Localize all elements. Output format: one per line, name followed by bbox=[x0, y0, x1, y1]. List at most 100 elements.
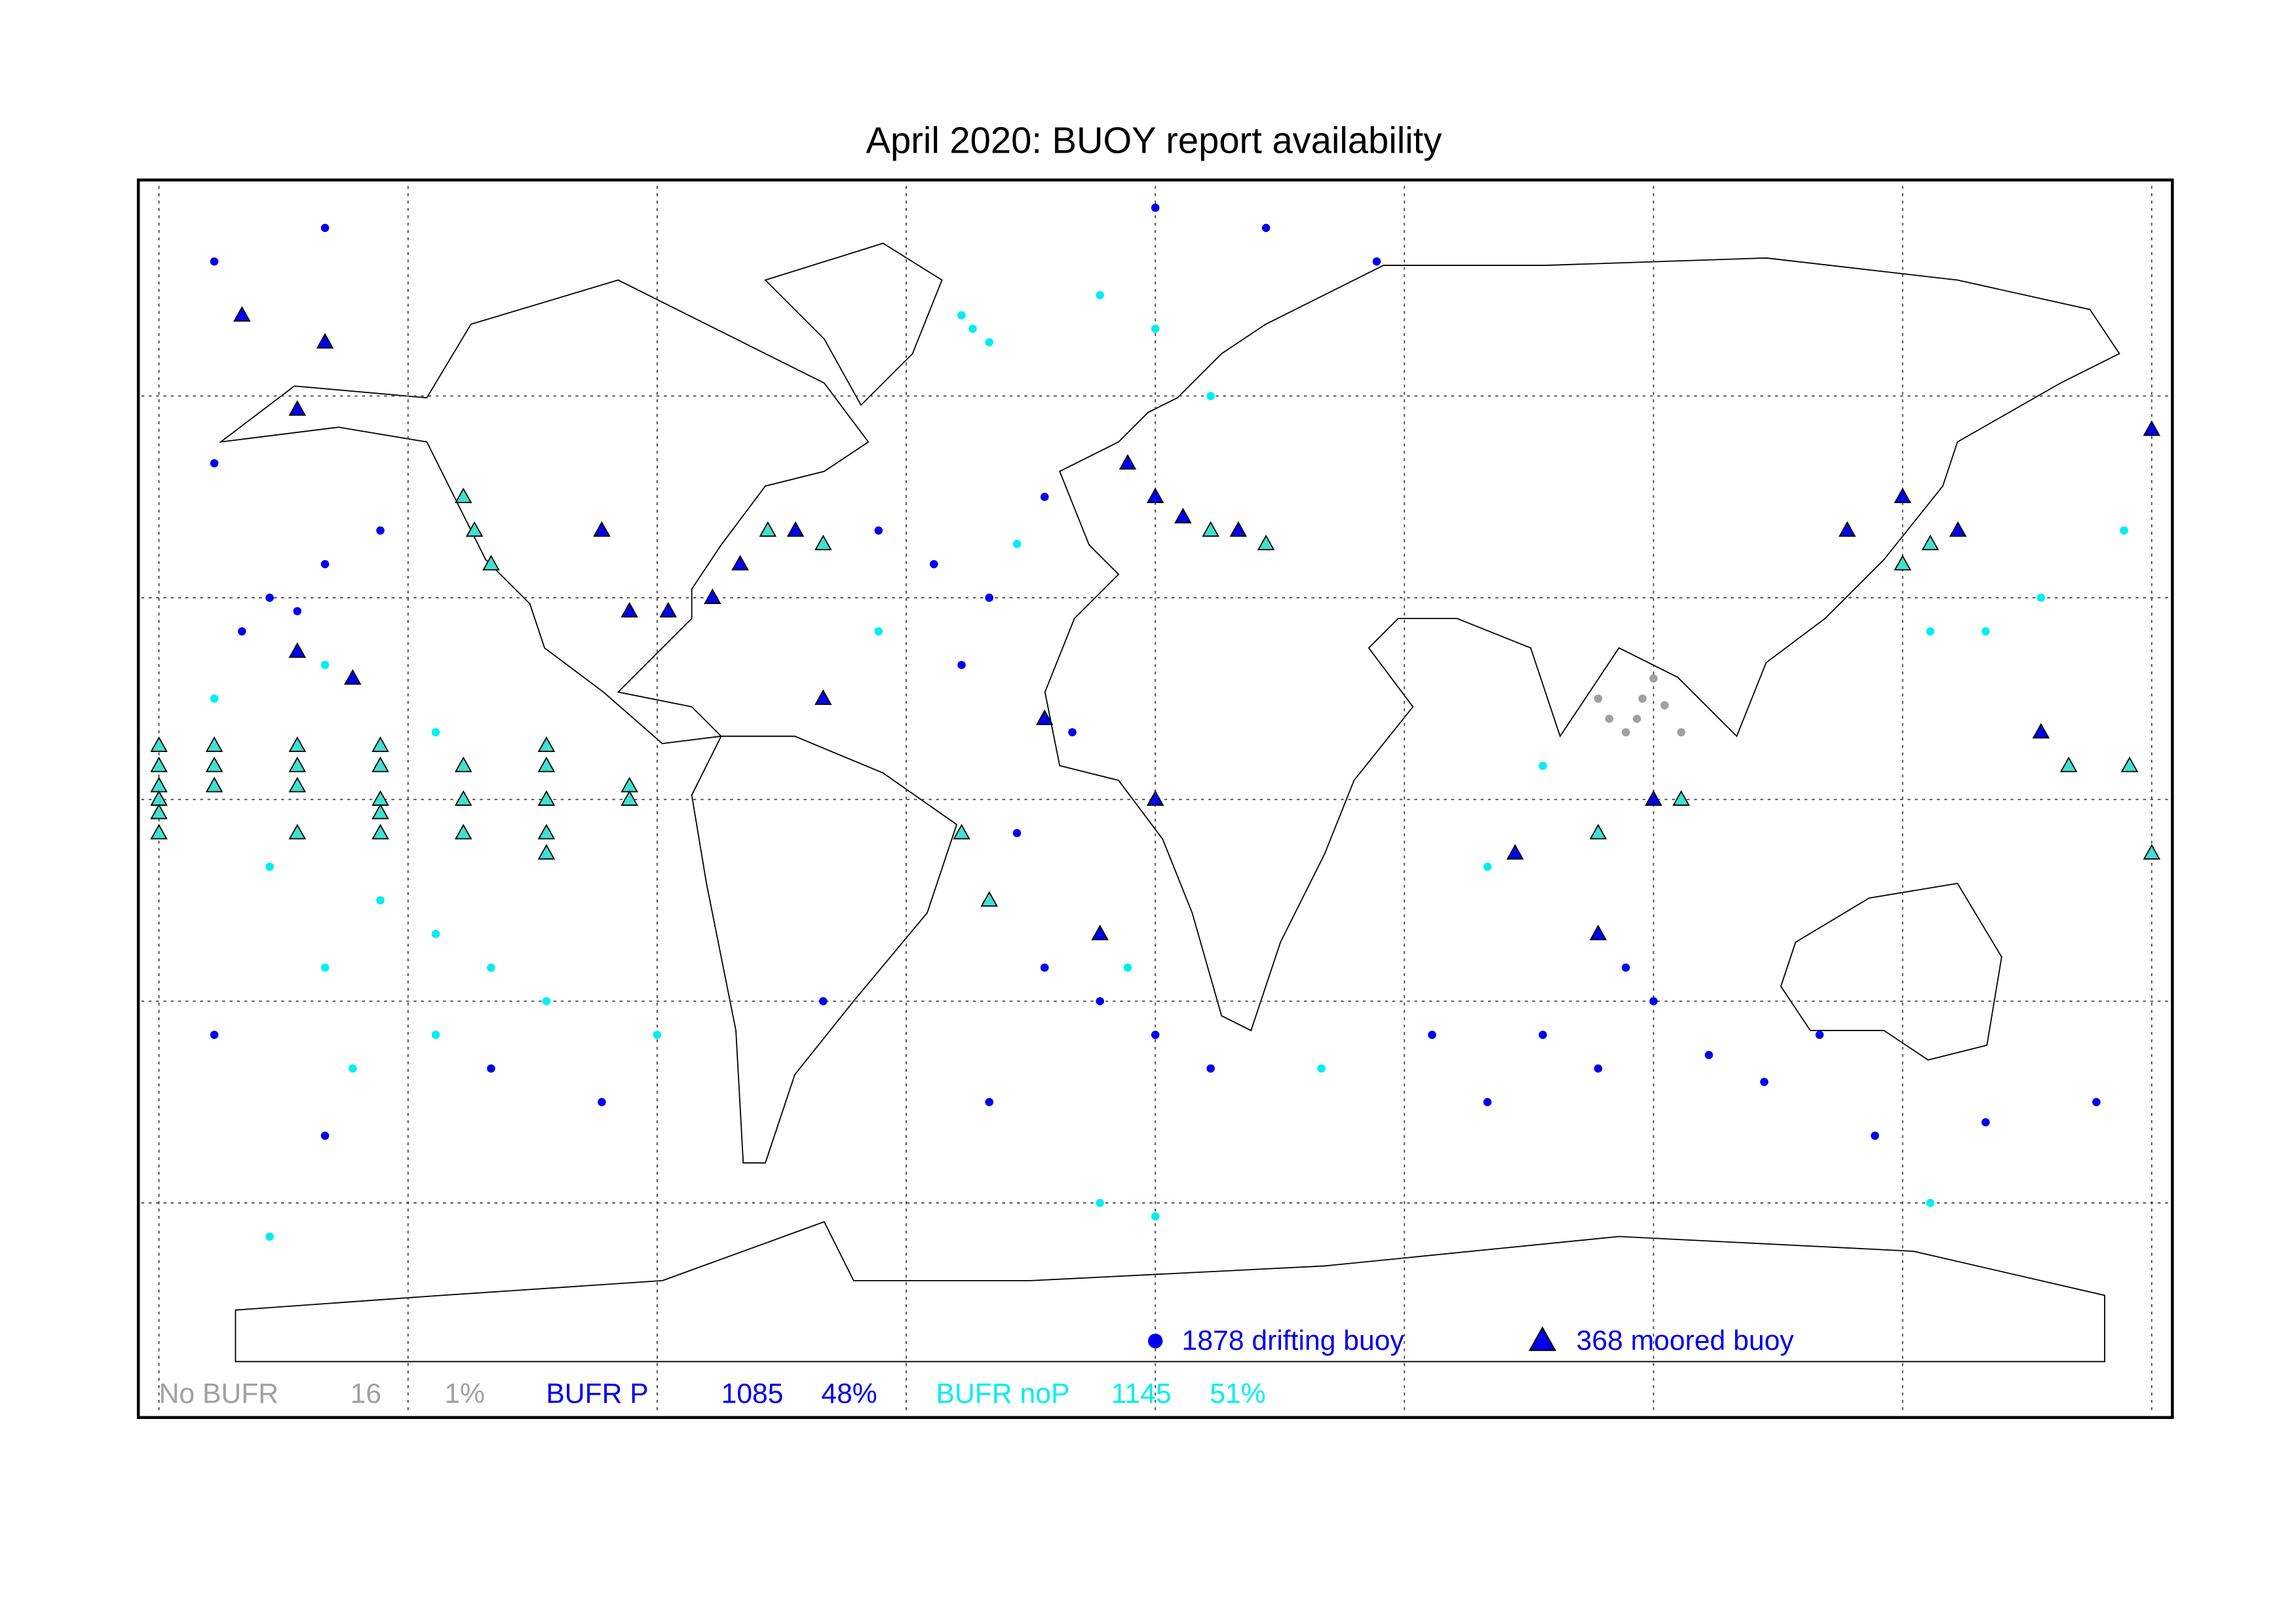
drifting-buoy bbox=[265, 1232, 274, 1241]
drifting-buoy bbox=[1040, 963, 1049, 972]
drifting-buoy bbox=[1539, 1030, 1547, 1039]
moored-buoy bbox=[1257, 535, 1275, 550]
drifting-buoy bbox=[265, 594, 274, 602]
moored-buoy bbox=[233, 306, 251, 322]
drifting-buoy bbox=[985, 1098, 994, 1106]
drifting-buoy bbox=[1704, 1051, 1713, 1059]
moored-buoy bbox=[1838, 521, 1856, 537]
moored-buoy bbox=[814, 689, 832, 705]
drifting-buoy bbox=[1206, 1064, 1215, 1073]
moored-buoy bbox=[759, 521, 777, 537]
drifting-buoy bbox=[320, 223, 330, 233]
moored-buoy bbox=[2120, 756, 2139, 772]
moored-buoy bbox=[537, 756, 556, 772]
drifting-buoy bbox=[1871, 1131, 1879, 1140]
drifting-buoy bbox=[1594, 1064, 1603, 1073]
moored-buoy bbox=[814, 535, 832, 550]
moored-buoy bbox=[1921, 535, 1940, 550]
drifting-buoy bbox=[431, 930, 440, 938]
drifting-buoy bbox=[1317, 1064, 1326, 1073]
moored-buoy bbox=[537, 823, 556, 840]
drifting-buoy bbox=[1372, 257, 1381, 266]
drifting-buoy bbox=[1151, 324, 1160, 333]
stat-label: BUFR noP bbox=[936, 1378, 1070, 1409]
drifting-buoy bbox=[320, 963, 330, 972]
moored-buoy bbox=[537, 736, 556, 752]
drifting-buoy bbox=[2120, 526, 2128, 535]
map-frame bbox=[136, 178, 2174, 1420]
moored-buoy bbox=[1146, 790, 1164, 806]
moored-buoy bbox=[288, 400, 307, 416]
legend-marker bbox=[1528, 1326, 1557, 1351]
drifting-buoy bbox=[929, 559, 938, 569]
moored-buoy bbox=[1949, 521, 1967, 537]
moored-buoy bbox=[454, 487, 472, 504]
drifting-buoy bbox=[293, 607, 302, 616]
moored-buoy bbox=[482, 554, 500, 571]
moored-buoy bbox=[465, 521, 484, 537]
drifting-buoy bbox=[1981, 1118, 1990, 1127]
drifting-buoy bbox=[1483, 1098, 1492, 1106]
drifting-buoy bbox=[1621, 728, 1630, 737]
drifting-buoy bbox=[598, 1098, 606, 1106]
moored-buoy bbox=[1202, 521, 1219, 537]
drifting-buoy bbox=[1981, 627, 1990, 636]
drifting-buoy bbox=[1638, 694, 1647, 703]
drifting-buoy bbox=[431, 1030, 440, 1039]
moored-buoy bbox=[205, 756, 223, 772]
moored-buoy bbox=[980, 891, 999, 907]
moored-buoy bbox=[205, 776, 223, 793]
drifting-buoy bbox=[265, 862, 274, 871]
drifting-buoy bbox=[1660, 701, 1669, 709]
stat-percent: 1% bbox=[444, 1378, 485, 1409]
moored-buoy bbox=[150, 823, 168, 840]
moored-buoy bbox=[1146, 487, 1164, 504]
drifting-buoy bbox=[376, 896, 385, 905]
moored-buoy bbox=[786, 521, 805, 537]
moored-buoy bbox=[1672, 790, 1690, 806]
map-title: April 2020: BUOY report availability bbox=[866, 119, 1442, 161]
drifting-buoy bbox=[238, 627, 246, 636]
moored-buoy bbox=[537, 790, 556, 806]
moored-buoy bbox=[1894, 487, 1911, 504]
stat-count: 1085 bbox=[721, 1378, 784, 1409]
drifting-buoy bbox=[1632, 714, 1641, 723]
stat-label: No BUFR bbox=[159, 1378, 279, 1409]
drifting-buoy bbox=[1815, 1030, 1824, 1039]
moored-buoy bbox=[372, 803, 389, 820]
drifting-buoy bbox=[210, 1030, 219, 1039]
drifting-buoy bbox=[487, 1064, 495, 1073]
drifting-buoy bbox=[210, 459, 219, 468]
drifting-buoy bbox=[1428, 1030, 1436, 1039]
moored-buoy bbox=[1035, 709, 1054, 725]
south-america bbox=[691, 735, 958, 1164]
moored-buoy bbox=[537, 844, 556, 860]
moored-buoy bbox=[1119, 453, 1137, 470]
drifting-buoy bbox=[1151, 203, 1160, 212]
drifting-buoy bbox=[1123, 963, 1132, 972]
drifting-buoy bbox=[957, 311, 966, 320]
drifting-buoy bbox=[1594, 694, 1603, 703]
drifting-buoy bbox=[1539, 761, 1547, 770]
moored-buoy bbox=[1229, 521, 1248, 537]
moored-buoy bbox=[2032, 723, 2050, 739]
drifting-buoy bbox=[1151, 1212, 1160, 1221]
moored-buoy bbox=[372, 736, 389, 752]
stat-percent: 51% bbox=[1210, 1378, 1265, 1409]
drifting-buoy bbox=[1151, 1030, 1160, 1039]
moored-buoy bbox=[150, 803, 168, 820]
moored-buoy bbox=[454, 823, 472, 840]
moored-buoy bbox=[288, 756, 307, 772]
drifting-buoy bbox=[968, 324, 977, 333]
stat-label: BUFR P bbox=[546, 1378, 648, 1409]
moored-buoy bbox=[593, 521, 611, 537]
drifting-buoy bbox=[653, 1030, 662, 1039]
drifting-buoy bbox=[1096, 1199, 1104, 1207]
moored-buoy bbox=[316, 333, 334, 349]
drifting-buoy bbox=[1012, 540, 1022, 548]
antarctica bbox=[235, 1220, 2105, 1363]
drifting-buoy bbox=[1760, 1078, 1769, 1086]
moored-buoy bbox=[288, 823, 307, 840]
